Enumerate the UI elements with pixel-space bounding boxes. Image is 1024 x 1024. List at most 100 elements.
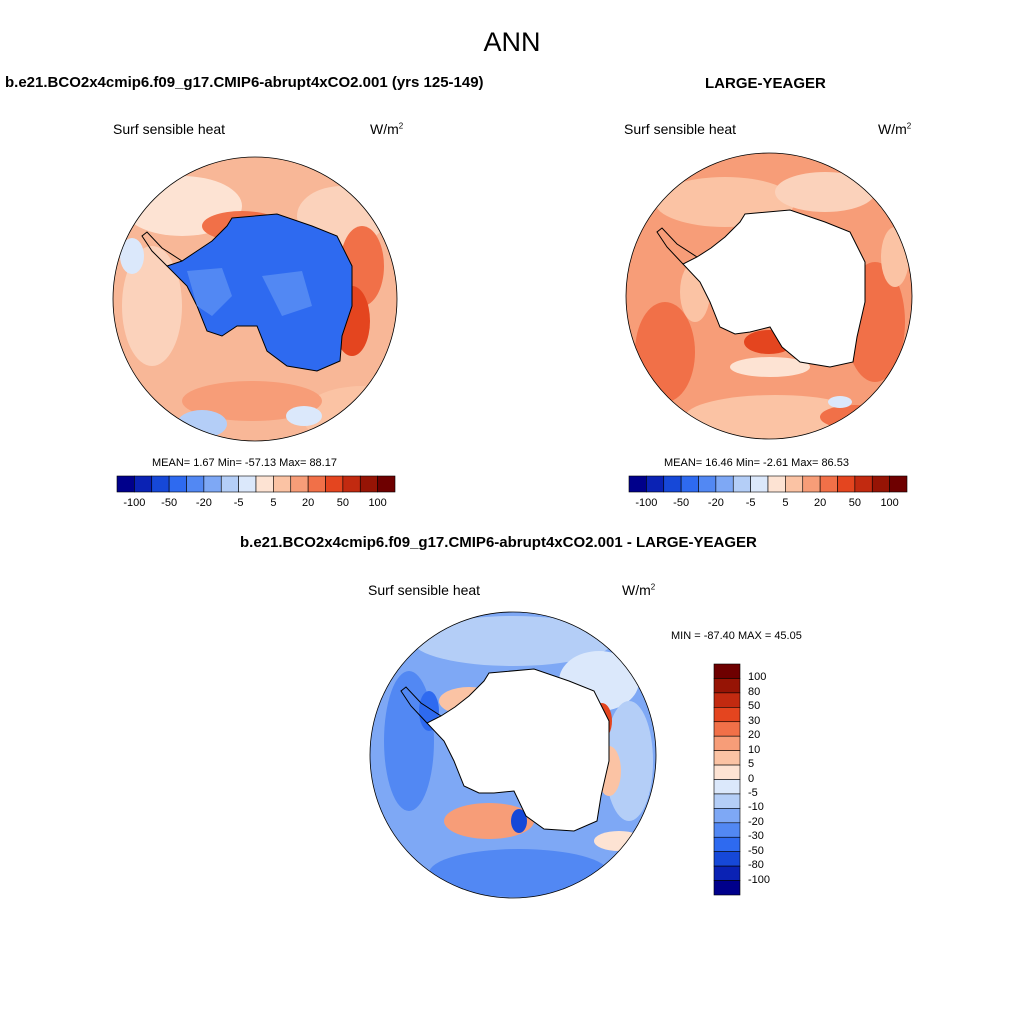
colorbar-swatch bbox=[134, 475, 153, 493]
field-patch bbox=[881, 227, 909, 287]
colorbar-obs-labels: -100 -50 -20 -5 5 20 50 100 bbox=[629, 497, 907, 511]
colorbar-swatch bbox=[663, 475, 682, 493]
colorbar-swatch bbox=[767, 475, 786, 493]
colorbar-tick-label: 100 bbox=[880, 497, 899, 509]
coast-peninsula bbox=[656, 227, 698, 265]
colorbar-tick-label: 50 bbox=[336, 497, 349, 509]
colorbar-swatch bbox=[713, 851, 741, 867]
colorbar-swatch bbox=[307, 475, 326, 493]
colorbar-swatch bbox=[220, 475, 239, 493]
field-patch bbox=[429, 849, 609, 897]
coast-peninsula bbox=[400, 686, 442, 724]
colorbar-swatch bbox=[837, 475, 856, 493]
field-patch bbox=[444, 803, 534, 839]
colorbar-tick-label: -5 bbox=[233, 497, 244, 509]
coast-peninsula bbox=[141, 231, 183, 267]
colorbar-tick-label: 20 bbox=[748, 729, 761, 742]
antarctica-mask bbox=[682, 209, 866, 368]
colorbar-swatch bbox=[889, 475, 908, 493]
colorbar-tick-label: -20 bbox=[195, 497, 212, 509]
field-patch bbox=[730, 357, 810, 377]
map-boundary bbox=[369, 611, 657, 899]
colorbar-swatch bbox=[713, 880, 741, 896]
colorbar-swatch bbox=[273, 475, 292, 493]
page-title: ANN bbox=[483, 27, 541, 57]
panel-diff-title: b.e21.BCO2x4cmip6.f09_g17.CMIP6-abrupt4x… bbox=[240, 534, 757, 551]
colorbar-tick-label: -80 bbox=[748, 859, 764, 872]
colorbar-swatch bbox=[871, 475, 890, 493]
colorbar-swatch bbox=[713, 721, 741, 737]
field-patch bbox=[286, 406, 322, 426]
antarctica-mask bbox=[426, 668, 610, 832]
panel-obs-variable: Surf sensible heat bbox=[624, 121, 737, 137]
colorbar-swatch bbox=[750, 475, 769, 493]
colorbar-obs bbox=[628, 475, 908, 493]
colorbar-tick-label: -5 bbox=[748, 786, 758, 799]
colorbar-swatch bbox=[342, 475, 361, 493]
panel-model-stats: MEAN= 1.67 Min= -57.13 Max= 88.17 bbox=[152, 457, 337, 469]
colorbar-swatch bbox=[186, 475, 205, 493]
colorbar-model bbox=[116, 475, 396, 493]
colorbar-tick-label: 100 bbox=[368, 497, 387, 509]
colorbar-diff bbox=[713, 663, 741, 896]
colorbar-tick-label: 30 bbox=[748, 714, 761, 727]
field-patch bbox=[635, 302, 695, 402]
colorbar-tick-label: -100 bbox=[748, 873, 771, 886]
colorbar-swatch bbox=[151, 475, 170, 493]
colorbar-swatch bbox=[713, 764, 741, 780]
colorbar-tick-label: 20 bbox=[302, 497, 315, 509]
colorbar-tick-label: 10 bbox=[748, 743, 761, 756]
colorbar-tick-label: 50 bbox=[748, 700, 761, 713]
colorbar-swatch bbox=[680, 475, 699, 493]
unit-base: W/m bbox=[878, 121, 907, 137]
field-patch bbox=[182, 381, 322, 421]
polar-map-diff bbox=[369, 611, 657, 899]
panel-diff-stats: MIN = -87.40 MAX = 45.05 bbox=[671, 630, 802, 642]
colorbar-swatch bbox=[713, 678, 741, 694]
colorbar-swatch bbox=[698, 475, 717, 493]
map-boundary bbox=[625, 152, 913, 440]
unit-base: W/m bbox=[622, 582, 651, 598]
colorbar-tick-label: 5 bbox=[748, 758, 755, 771]
colorbar-swatch bbox=[359, 475, 378, 493]
colorbar-swatch bbox=[713, 779, 741, 795]
colorbar-tick-label: -50 bbox=[673, 497, 690, 509]
colorbar-tick-label: 80 bbox=[748, 685, 761, 698]
panel-diff-unit: W/m2 bbox=[622, 582, 655, 598]
colorbar-tick-label: -5 bbox=[745, 497, 756, 509]
colorbar-tick-label: -30 bbox=[748, 830, 764, 843]
panel-diff-variable: Surf sensible heat bbox=[368, 582, 481, 598]
unit-exponent: 2 bbox=[398, 121, 404, 131]
colorbar-swatch bbox=[713, 793, 741, 809]
colorbar-swatch bbox=[854, 475, 873, 493]
colorbar-swatch bbox=[116, 475, 135, 493]
colorbar-tick-label: -20 bbox=[707, 497, 724, 509]
colorbar-tick-label: 5 bbox=[270, 497, 277, 509]
colorbar-swatch bbox=[715, 475, 734, 493]
field-patch bbox=[262, 271, 312, 316]
field-patch bbox=[594, 831, 644, 851]
field-patch bbox=[177, 410, 227, 438]
field-patch bbox=[511, 809, 527, 833]
colorbar-tick-label: 20 bbox=[814, 497, 827, 509]
colorbar-swatch bbox=[713, 692, 741, 708]
colorbar-swatch bbox=[819, 475, 838, 493]
panel-model-unit: W/m2 bbox=[370, 121, 403, 137]
colorbar-swatch bbox=[377, 475, 396, 493]
colorbar-tick-label: 0 bbox=[748, 772, 755, 785]
colorbar-swatch bbox=[290, 475, 309, 493]
unit-exponent: 2 bbox=[906, 121, 912, 131]
colorbar-model-labels: -100 -50 -20 -5 5 20 50 100 bbox=[117, 497, 395, 511]
panel-obs-stats: MEAN= 16.46 Min= -2.61 Max= 86.53 bbox=[664, 457, 849, 469]
field-patch bbox=[828, 396, 852, 408]
colorbar-swatch bbox=[732, 475, 751, 493]
panel-model-title: b.e21.BCO2x4cmip6.f09_g17.CMIP6-abrupt4x… bbox=[5, 74, 484, 91]
colorbar-tick-label: -50 bbox=[748, 844, 764, 857]
polar-map-obs bbox=[625, 152, 913, 440]
colorbar-swatch bbox=[168, 475, 187, 493]
colorbar-tick-label: -100 bbox=[635, 497, 658, 509]
colorbar-swatch bbox=[325, 475, 344, 493]
field-patch bbox=[120, 238, 144, 274]
colorbar-swatch bbox=[785, 475, 804, 493]
field-patch bbox=[605, 701, 653, 821]
